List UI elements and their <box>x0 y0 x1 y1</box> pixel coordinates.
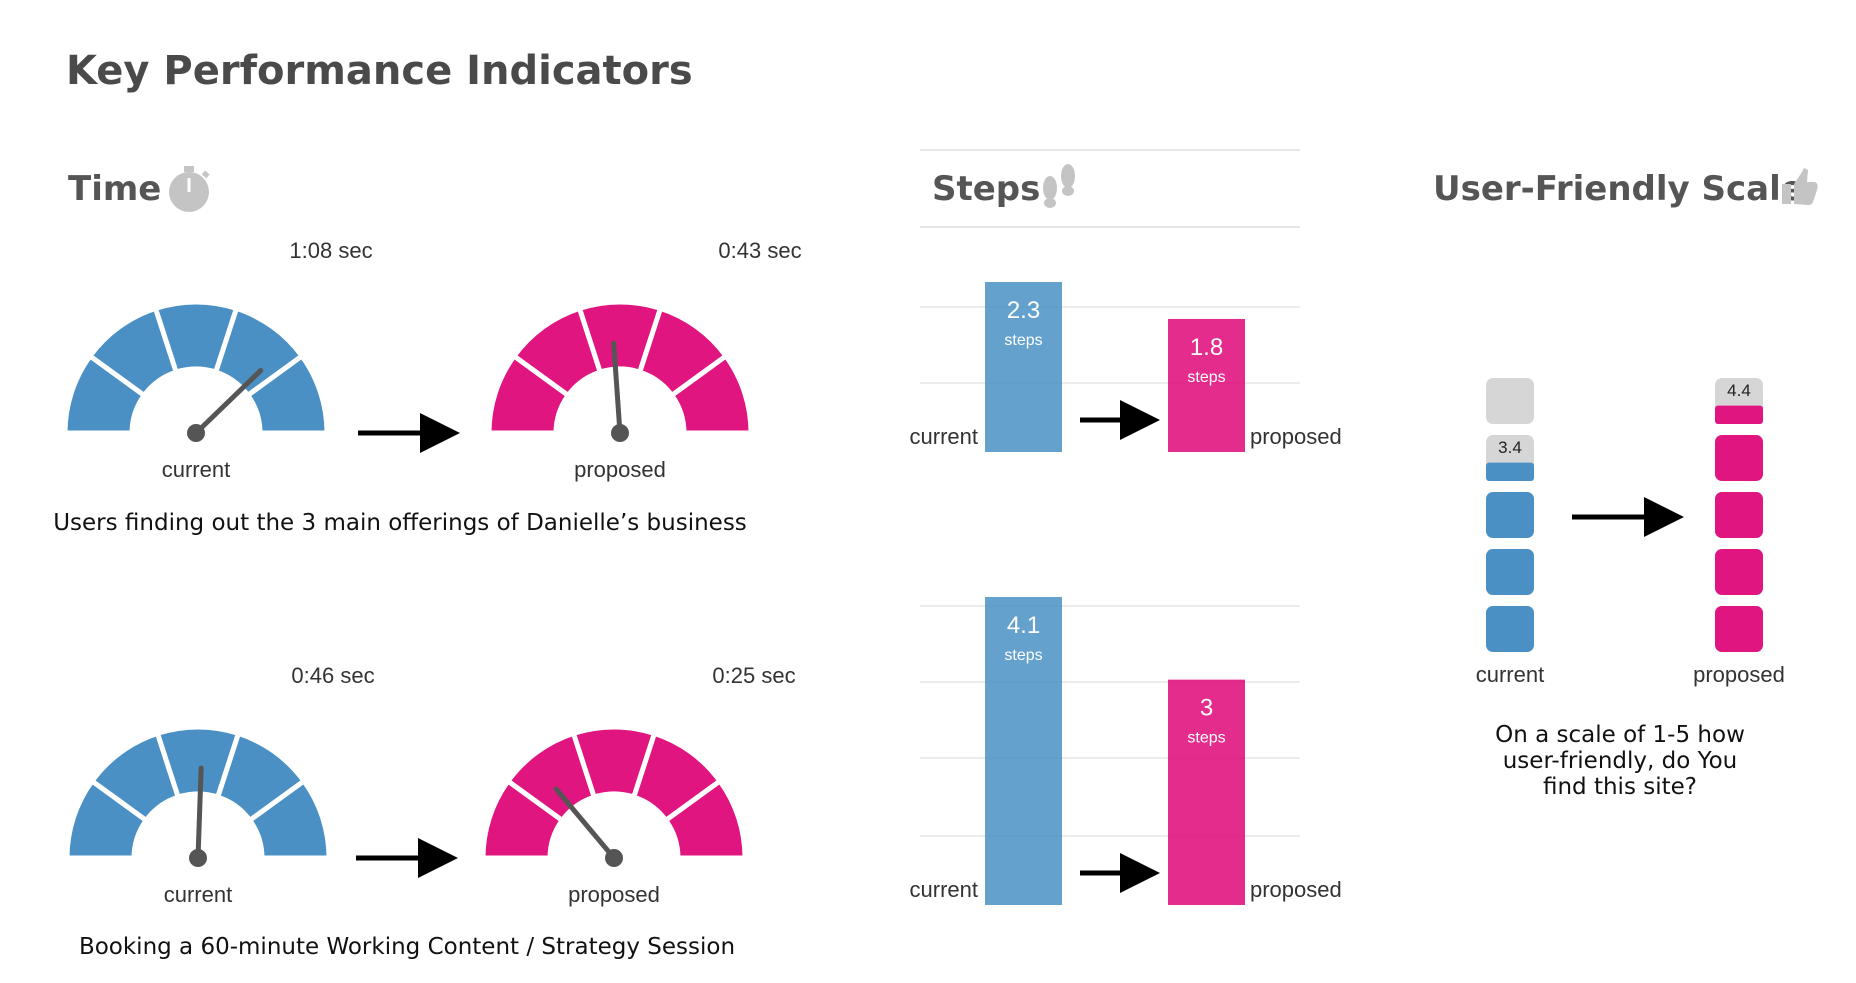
bar-unit-current: steps <box>1004 332 1042 349</box>
gauge-needle-hub <box>611 424 629 442</box>
bar-value-current: 2.3 <box>1007 297 1040 324</box>
bar-value-proposed: 1.8 <box>1190 334 1223 361</box>
scale-label-proposed: proposed <box>1693 662 1785 687</box>
bar-unit-current: steps <box>1004 647 1042 664</box>
bar-unit-proposed: steps <box>1187 369 1225 386</box>
scale-label-current: current <box>1476 662 1544 687</box>
bar-value-current: 4.1 <box>1007 612 1040 639</box>
scale-block-fill <box>1486 492 1534 538</box>
scale-caption-line-3: find this site? <box>1543 774 1697 800</box>
steps-bar-chart-1: 2.3 steps current 1.8 steps proposed <box>910 282 1342 452</box>
gauge-caption-1: Users finding out the 3 main offerings o… <box>53 510 747 536</box>
bar-current <box>985 597 1062 905</box>
bar-unit-proposed: steps <box>1187 730 1225 747</box>
stopwatch-icon <box>169 166 210 212</box>
thumbs-up-icon <box>1782 168 1818 205</box>
gauge-needle <box>553 786 617 861</box>
gauge-value-proposed: 0:43 sec <box>718 238 801 263</box>
gauge-value-current: 1:08 sec <box>289 238 372 263</box>
gauge-label-current: current <box>164 882 232 907</box>
scale-block <box>1486 378 1534 424</box>
gauge-segment <box>246 777 332 861</box>
gauge-proposed: proposed 0:25 sec <box>480 663 796 907</box>
bar-proposed <box>1168 679 1245 905</box>
gauge-needle <box>611 340 623 436</box>
scale-block-fill <box>1486 606 1534 652</box>
scale-caption-line-2: user-friendly, do You <box>1503 748 1738 774</box>
gauge-segment <box>668 352 754 436</box>
gauge-caption-2: Booking a 60-minute Working Content / St… <box>79 934 735 960</box>
gauge-needle-hub <box>187 424 205 442</box>
axis-label-current: current <box>910 877 978 902</box>
scale-block-fill <box>1486 549 1534 595</box>
scale-block-fill <box>1715 549 1763 595</box>
steps-bar-chart-2: 4.1 steps current 3 steps proposed <box>910 597 1342 905</box>
gauge-chart-1: current 1:08 sec proposed 0:43 sec <box>62 238 802 482</box>
gauge-value-proposed: 0:25 sec <box>712 663 795 688</box>
scale-value-current: 3.4 <box>1498 438 1522 457</box>
gauge-needle <box>193 367 264 436</box>
gauge-current: current 1:08 sec <box>62 238 373 482</box>
scale-block-fill <box>1715 606 1763 652</box>
gauge-needle <box>195 765 204 861</box>
gauge-label-proposed: proposed <box>574 457 666 482</box>
gauge-chart-2: current 0:46 sec proposed 0:25 sec <box>64 663 796 907</box>
axis-label-proposed: proposed <box>1250 877 1342 902</box>
scale-caption-line-1: On a scale of 1-5 how <box>1495 722 1745 748</box>
scale-block-fill <box>1486 462 1534 481</box>
gauge-label-proposed: proposed <box>568 882 660 907</box>
gauge-proposed: proposed 0:43 sec <box>486 238 802 482</box>
footprints-icon <box>1043 164 1075 208</box>
gauge-segment <box>662 777 748 861</box>
section-title-time: Time <box>68 169 161 209</box>
section-title-scale: User-Friendly Scale <box>1433 169 1804 209</box>
scale-block-fill <box>1715 435 1763 481</box>
axis-label-current: current <box>910 424 978 449</box>
gauge-value-current: 0:46 sec <box>291 663 374 688</box>
scale-block-chart: 3.4 current 4.4 proposed <box>1476 378 1785 687</box>
scale-value-proposed: 4.4 <box>1727 381 1751 400</box>
gauge-current: current 0:46 sec <box>64 663 375 907</box>
gauge-segment <box>244 352 330 436</box>
axis-label-proposed: proposed <box>1250 424 1342 449</box>
scale-block-fill <box>1715 405 1763 424</box>
scale-block-fill <box>1715 492 1763 538</box>
gauge-label-current: current <box>162 457 230 482</box>
bar-value-proposed: 3 <box>1200 695 1213 722</box>
bar-proposed <box>1168 318 1245 452</box>
gauge-needle-hub <box>189 849 207 867</box>
section-title-steps: Steps <box>932 169 1040 209</box>
gauge-needle-hub <box>605 849 623 867</box>
bar-current <box>985 282 1062 452</box>
page-title: Key Performance Indicators <box>66 48 693 94</box>
